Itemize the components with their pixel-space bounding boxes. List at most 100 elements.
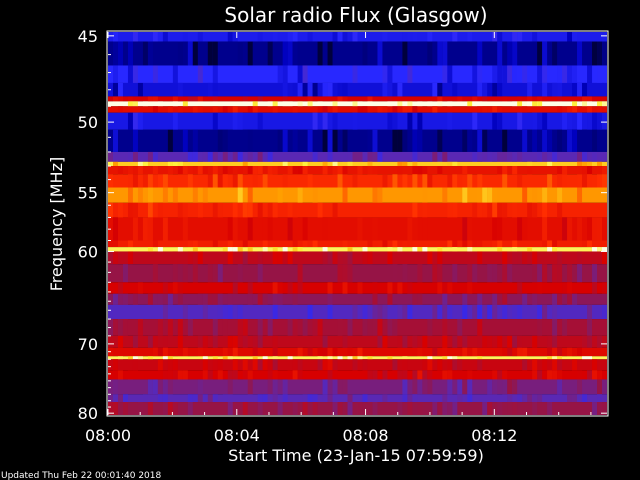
band-texture <box>142 174 148 188</box>
band-texture <box>177 166 183 175</box>
band-texture <box>252 347 258 357</box>
band-texture <box>167 370 173 380</box>
frequency-band <box>108 96 607 102</box>
band-texture <box>327 394 333 403</box>
band-texture <box>522 106 528 113</box>
band-texture <box>167 356 173 360</box>
band-texture <box>552 304 558 320</box>
band-fill <box>108 293 607 305</box>
band-texture <box>557 356 563 360</box>
band-texture <box>342 187 348 203</box>
band-texture <box>157 293 163 305</box>
band-texture <box>347 264 353 283</box>
band-texture <box>167 166 173 175</box>
band-texture <box>597 174 603 188</box>
band-texture <box>382 370 388 380</box>
y-tick-label: 45 <box>78 27 98 46</box>
band-texture <box>127 151 133 162</box>
band-texture <box>307 96 313 102</box>
band-texture <box>112 217 118 241</box>
band-texture <box>187 96 193 102</box>
band-texture <box>542 359 548 371</box>
frequency-band <box>108 202 607 218</box>
band-texture <box>502 202 508 218</box>
band-texture <box>552 240 558 248</box>
band-texture <box>387 65 393 83</box>
band-texture <box>332 32 338 42</box>
band-texture <box>402 335 408 348</box>
band-texture <box>132 202 138 218</box>
band-texture <box>382 174 388 188</box>
band-texture <box>257 293 263 305</box>
band-texture <box>147 174 153 188</box>
band-texture <box>477 304 483 320</box>
band-texture <box>397 335 403 348</box>
band-texture <box>117 370 123 380</box>
band-texture <box>262 356 268 360</box>
band-texture <box>232 359 238 371</box>
band-fill <box>108 240 607 248</box>
band-texture <box>222 166 228 175</box>
band-texture <box>407 101 413 107</box>
band-texture <box>317 101 323 107</box>
band-texture <box>567 264 573 283</box>
band-texture <box>592 264 598 283</box>
band-texture <box>357 347 363 357</box>
band-texture <box>108 304 113 320</box>
band-texture <box>522 129 528 152</box>
band-texture <box>197 335 203 348</box>
band-texture <box>482 129 488 152</box>
band-texture <box>272 293 278 305</box>
band-texture <box>297 359 303 371</box>
band-texture <box>507 394 513 403</box>
band-texture <box>347 32 353 42</box>
band-texture <box>132 151 138 162</box>
band-texture <box>482 106 488 113</box>
band-texture <box>427 251 433 265</box>
band-texture <box>562 112 568 130</box>
band-texture <box>497 240 503 248</box>
band-texture <box>172 65 178 83</box>
band-texture <box>417 402 423 415</box>
band-texture <box>392 264 398 283</box>
band-texture <box>367 240 373 248</box>
band-texture <box>437 129 443 152</box>
band-texture <box>457 359 463 371</box>
band-texture <box>362 106 368 113</box>
band-texture <box>322 112 328 130</box>
band-texture <box>597 379 603 395</box>
band-texture <box>327 356 333 360</box>
band-texture <box>367 106 373 113</box>
band-texture <box>232 247 238 252</box>
band-texture <box>162 370 168 380</box>
band-texture <box>342 264 348 283</box>
band-texture <box>372 293 378 305</box>
band-texture <box>187 166 193 175</box>
band-texture <box>387 293 393 305</box>
band-texture <box>387 101 393 107</box>
band-texture <box>257 32 263 42</box>
band-texture <box>392 319 398 336</box>
band-texture <box>282 65 288 83</box>
band-texture <box>292 293 298 305</box>
band-texture <box>557 379 563 395</box>
band-texture <box>237 174 243 188</box>
band-texture <box>447 240 453 248</box>
band-texture <box>252 356 258 360</box>
band-texture <box>337 319 343 336</box>
band-texture <box>527 161 533 167</box>
band-texture <box>357 356 363 360</box>
band-texture <box>507 151 513 162</box>
band-texture <box>452 247 458 252</box>
band-texture <box>342 251 348 265</box>
band-texture <box>542 65 548 83</box>
band-texture <box>567 129 573 152</box>
band-texture <box>422 359 428 371</box>
band-texture <box>317 202 323 218</box>
band-texture <box>477 335 483 348</box>
band-texture <box>397 101 403 107</box>
band-texture <box>602 251 607 265</box>
band-texture <box>237 41 243 66</box>
band-texture <box>402 379 408 395</box>
band-texture <box>537 282 543 294</box>
